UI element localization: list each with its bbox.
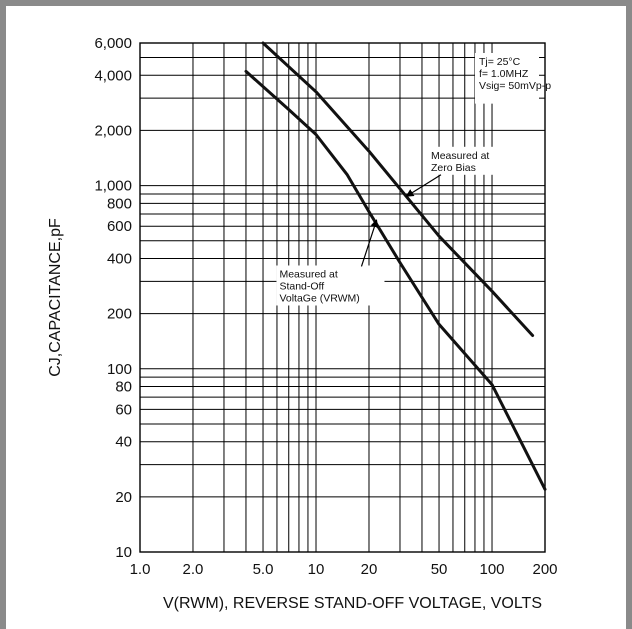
y-tick-label: 6,000	[94, 35, 132, 52]
x-tick-label: 2.0	[183, 561, 204, 578]
y-tick-label: 80	[115, 379, 132, 396]
annotation-arrow	[360, 219, 379, 267]
y-tick-label: 20	[115, 489, 132, 506]
series-group	[244, 41, 547, 491]
y-tick-label: 10	[115, 544, 132, 561]
x-tick-label: 100	[480, 561, 505, 578]
x-axis-label: V(RWM), REVERSE STAND-OFF VOLTAGE, VOLTS	[163, 595, 542, 612]
y-tick-label: 2,000	[94, 122, 132, 139]
y-axis-label: CJ,CAPACITANCE,pF	[47, 218, 64, 377]
annotation-text: VoltaGe (VRWM)	[279, 292, 359, 304]
annotation-bg	[427, 146, 504, 175]
y-tick-label: 1,000	[94, 178, 132, 195]
annotation-text: Zero Bias	[431, 162, 476, 174]
condition-text: Vsig= 50mVp-p	[479, 80, 551, 92]
x-tick-label: 10	[308, 561, 325, 578]
condition-text: Tj= 25°C	[479, 56, 521, 68]
y-tick-label: 60	[115, 401, 132, 418]
x-tick-label: 20	[361, 561, 378, 578]
annotation-text: Stand-Off	[279, 280, 324, 292]
series-line-1	[261, 41, 535, 337]
condition-text: f= 1.0MHZ	[479, 68, 529, 80]
x-tick-label: 5.0	[253, 561, 274, 578]
x-tick-label: 200	[532, 561, 557, 578]
y-tick-label: 4,000	[94, 67, 132, 84]
y-tick-label: 100	[107, 361, 132, 378]
conditions-box	[474, 53, 539, 104]
y-tick-label: 600	[107, 218, 132, 235]
x-tick-label: 50	[431, 561, 448, 578]
annotation-bg	[276, 265, 385, 306]
x-tick-label: 1.0	[130, 561, 151, 578]
y-tick-label: 400	[107, 250, 132, 267]
annotation-text: Measured at	[431, 150, 489, 162]
y-tick-label: 800	[107, 195, 132, 212]
annotation-arrow	[405, 174, 442, 197]
y-tick-label: 200	[107, 306, 132, 323]
series-line-2	[244, 69, 547, 491]
axes: 1.0 2.0 5.0 10 20 50 100 2001020406080100200400…	[94, 35, 557, 578]
y-tick-label: 40	[115, 434, 132, 451]
annotation-text: Measured at	[279, 268, 337, 280]
